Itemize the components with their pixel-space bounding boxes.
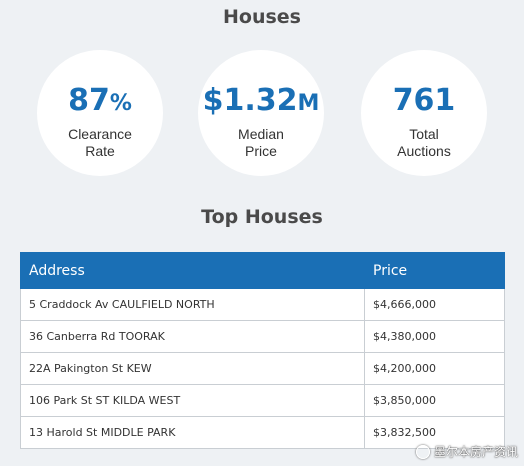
address-cell: 22A Pakington St KEW [20,352,365,385]
address-cell: 13 Harold St MIDDLE PARK [20,416,365,449]
watermark: 墨尔本房产资讯 [415,443,518,460]
stat-number: 87 [68,83,110,118]
address-cell: 5 Craddock Av CAULFIELD NORTH [20,288,365,321]
stat-clearance-rate: 87% Clearance Rate [37,50,163,176]
stat-total-auctions: 761 Total Auctions [361,50,487,176]
stat-label: Total Auctions [361,126,487,160]
table-row: 36 Canberra Rd TOORAK $4,380,000 [20,320,505,353]
stat-unit: % [109,91,132,116]
stat-label-line: Auctions [397,143,451,159]
stat-label-line: Total [409,126,439,142]
stat-unit: M [297,91,320,116]
top-houses-table: Address Price 5 Craddock Av CAULFIELD NO… [20,252,505,449]
table-header-row: Address Price [20,252,505,289]
wechat-icon [415,444,430,459]
address-cell: 106 Park St ST KILDA WEST [20,384,365,417]
table-row: 5 Craddock Av CAULFIELD NORTH $4,666,000 [20,288,505,321]
address-cell: 36 Canberra Rd TOORAK [20,320,365,353]
stat-value: 761 [361,84,487,121]
stat-label: Median Price [198,126,324,160]
stat-value: $1.32M [198,84,324,121]
table-row: 106 Park St ST KILDA WEST $3,850,000 [20,384,505,417]
stat-label-line: Rate [85,143,115,159]
stat-value: 87% [37,84,163,121]
top-houses-title: Top Houses [201,206,323,228]
stat-median-price: $1.32M Median Price [198,50,324,176]
table-row: 22A Pakington St KEW $4,200,000 [20,352,505,385]
stat-label-line: Price [245,143,277,159]
price-cell: $4,380,000 [364,320,505,353]
stat-number: 761 [392,83,456,118]
watermark-text: 墨尔本房产资讯 [433,445,518,459]
price-cell: $3,832,500 [364,416,505,449]
stat-label-line: Clearance [68,126,132,142]
price-cell: $4,200,000 [364,352,505,385]
table-row: 13 Harold St MIDDLE PARK $3,832,500 [20,416,505,449]
stat-label: Clearance Rate [37,126,163,160]
price-cell: $3,850,000 [364,384,505,417]
stat-number: $1.32 [202,83,298,118]
column-header-address: Address [20,252,365,289]
page-title: Houses [223,6,301,28]
stat-label-line: Median [238,126,284,142]
price-cell: $4,666,000 [364,288,505,321]
column-header-price: Price [364,252,505,289]
